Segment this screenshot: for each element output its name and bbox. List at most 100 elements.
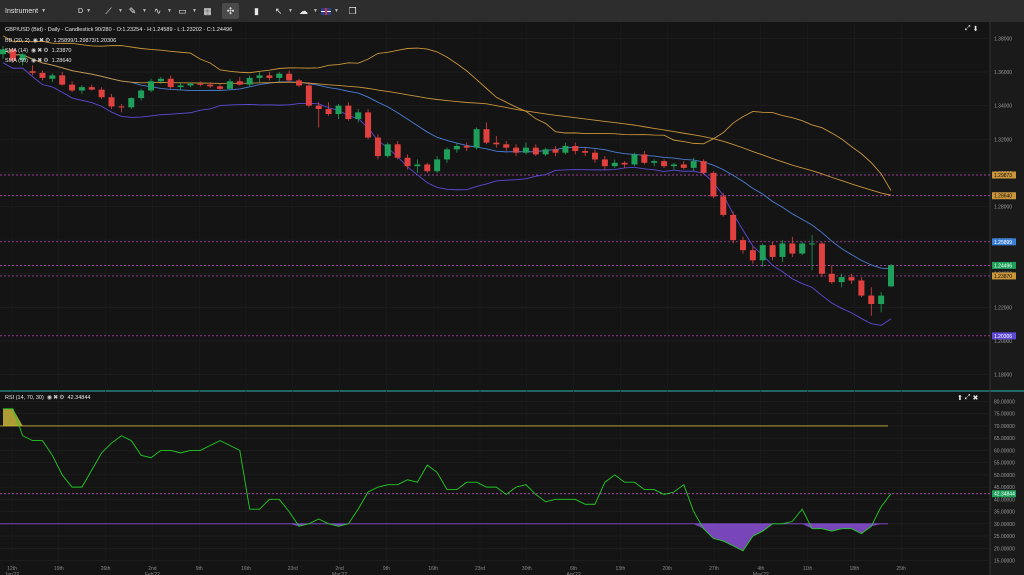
date-tick-label: 9th bbox=[196, 566, 203, 572]
gear-icon[interactable]: ⚙ bbox=[45, 38, 51, 44]
sma14-name: SMA (14) bbox=[5, 47, 28, 54]
chevron-down-icon: ▼ bbox=[41, 8, 47, 14]
price-badge-label: 1.29873 bbox=[994, 173, 1012, 179]
candle-body bbox=[818, 243, 825, 274]
bar-chart-button[interactable]: ▮ bbox=[250, 3, 263, 19]
candle-body bbox=[838, 277, 845, 283]
expand-icon[interactable]: ⤢ bbox=[964, 394, 971, 401]
bar-chart-icon: ▮ bbox=[254, 5, 259, 16]
candle-body bbox=[276, 73, 283, 78]
candle-body bbox=[305, 85, 312, 106]
timeframe-menu[interactable]: D ▼ bbox=[78, 3, 91, 19]
candle-body bbox=[670, 164, 677, 167]
template-button[interactable]: ▦ bbox=[201, 3, 214, 19]
gear-icon[interactable]: ⚙ bbox=[43, 48, 49, 54]
close-icon[interactable]: ✖ bbox=[37, 58, 43, 64]
price-badge-label: 1.24496 bbox=[994, 263, 1012, 269]
candle-body bbox=[601, 159, 608, 167]
line-tool-icon: ⟋ bbox=[105, 5, 112, 16]
bb-lower-line bbox=[2, 62, 892, 326]
layout-menu[interactable]: ▭ ▼ bbox=[176, 3, 197, 19]
price-badge bbox=[992, 261, 1016, 269]
candle-body bbox=[582, 151, 589, 153]
price-badge bbox=[992, 238, 1016, 246]
candle-body bbox=[503, 144, 510, 148]
close-icon[interactable]: ✖ bbox=[972, 395, 979, 402]
candle-body bbox=[562, 145, 569, 153]
candle-body bbox=[542, 149, 549, 155]
crosshair-button[interactable]: ✣ bbox=[222, 3, 239, 19]
candle-body bbox=[246, 77, 253, 85]
eye-icon[interactable]: ◉ bbox=[30, 58, 37, 64]
rsi-tick-label: 60.00000 bbox=[994, 448, 1015, 454]
candle-body bbox=[868, 295, 875, 304]
rsi-tick-label: 35.00000 bbox=[994, 510, 1015, 516]
gear-icon[interactable]: ⚙ bbox=[43, 58, 49, 64]
template-icon: ▦ bbox=[203, 5, 212, 16]
rsi-legend: RSI (14, 70, 30) ◉ ✖ ⚙ 42.34844 bbox=[5, 394, 90, 402]
sma50-controls: ◉ ✖ ⚙ bbox=[31, 57, 49, 64]
candle-body bbox=[217, 86, 224, 89]
price-tick-label: 1.38000 bbox=[994, 36, 1012, 42]
candle-body bbox=[611, 162, 618, 167]
price-badge bbox=[992, 192, 1016, 200]
candle-body bbox=[848, 277, 855, 281]
indicator-menu[interactable]: ∿ ▼ bbox=[151, 3, 172, 19]
candle-body bbox=[444, 149, 450, 160]
date-tick-label: 25th bbox=[896, 566, 906, 572]
candle-body bbox=[661, 161, 668, 167]
price-tick-label: 1.20000 bbox=[994, 339, 1012, 345]
expand-icon[interactable]: ⤢ bbox=[965, 25, 971, 32]
date-tick-label: 16th bbox=[241, 566, 251, 572]
candle-body bbox=[730, 214, 737, 241]
candle-body bbox=[720, 196, 727, 215]
close-icon[interactable]: ✖ bbox=[39, 38, 45, 44]
candle-body bbox=[641, 154, 648, 163]
rsi-controls: ◉ ✖ ⚙ bbox=[47, 394, 65, 401]
price-chart[interactable]: 1.380001.360001.340001.320001.300001.280… bbox=[0, 22, 1024, 575]
instrument-ohlc: GBP/USD (Bid) - Daily - Candlestick 90/2… bbox=[5, 27, 233, 33]
rsi-oversold-fill bbox=[693, 523, 773, 551]
window-icon: ❐ bbox=[348, 5, 357, 16]
arrow-down-icon[interactable]: ⬇ bbox=[972, 26, 979, 33]
eye-icon[interactable]: ◉ bbox=[30, 48, 37, 54]
rsi-tick-label: 45.00000 bbox=[994, 485, 1015, 491]
close-icon[interactable]: ✖ bbox=[53, 395, 59, 401]
line-tool-menu[interactable]: ⟋ ▼ bbox=[102, 3, 123, 19]
window-button[interactable]: ❐ bbox=[346, 3, 359, 19]
cursor-menu[interactable]: ↖ ▼ bbox=[272, 3, 293, 19]
arrow-up-icon[interactable]: ⬆ bbox=[957, 395, 963, 402]
draw-menu[interactable]: ☁ ▼ bbox=[297, 3, 318, 19]
candle-body bbox=[148, 81, 154, 91]
gear-icon[interactable]: ⚙ bbox=[59, 395, 65, 401]
eye-icon[interactable]: ◉ bbox=[32, 38, 39, 44]
close-icon[interactable]: ✖ bbox=[37, 48, 43, 54]
price-tick-label: 1.36000 bbox=[994, 70, 1012, 76]
candle-body bbox=[177, 85, 184, 88]
price-tick-label: 1.22000 bbox=[994, 305, 1012, 311]
candle-body bbox=[128, 98, 135, 108]
instrument-menu[interactable]: Instrument ▼ bbox=[5, 3, 46, 19]
flag-menu[interactable]: ▼ bbox=[321, 3, 339, 19]
date-tick-label: 30th bbox=[522, 566, 532, 572]
chevron-down-icon: ▼ bbox=[86, 8, 92, 14]
candle-body bbox=[473, 129, 480, 148]
bb-name: BB (20, 2) bbox=[5, 37, 30, 44]
candle-body bbox=[345, 105, 352, 120]
candle-body bbox=[828, 273, 835, 283]
eye-icon[interactable]: ◉ bbox=[46, 395, 53, 401]
price-tick-label: 1.32000 bbox=[994, 137, 1012, 143]
chevron-down-icon: ▼ bbox=[313, 8, 318, 14]
candle-body bbox=[69, 84, 76, 91]
pencil-menu[interactable]: ✎ ▼ bbox=[126, 3, 147, 19]
candle-body bbox=[266, 75, 273, 78]
sma50-value: 1.28640 bbox=[51, 57, 72, 64]
candle-body bbox=[572, 145, 579, 152]
date-tick-label: Apr'22 bbox=[566, 572, 581, 575]
rsi-tick-label: 65.00000 bbox=[994, 436, 1015, 442]
candle-body bbox=[424, 164, 431, 172]
rsi-tick-label: 20.00000 bbox=[994, 546, 1015, 552]
rsi-oversold-fill bbox=[289, 523, 309, 527]
candle-body bbox=[799, 243, 806, 254]
instrument-label: Instrument bbox=[5, 7, 39, 15]
